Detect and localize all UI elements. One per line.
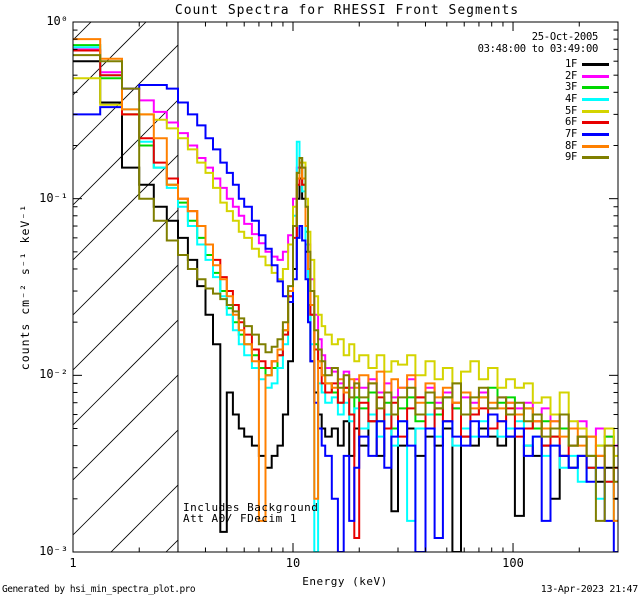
spectrum-6F: [73, 49, 618, 539]
x-tick-label: 1: [69, 556, 77, 570]
spectra-series-group: [73, 38, 618, 552]
legend-label-6F: 6F: [564, 116, 577, 129]
legend-label-3F: 3F: [564, 81, 577, 94]
legend-swatch-8F: [582, 144, 609, 148]
spectrum-5F: [73, 77, 618, 457]
spectrum-1F: [73, 60, 618, 552]
legend-swatch-6F: [582, 121, 609, 125]
legend-label-2F: 2F: [564, 69, 577, 82]
axis-ticks: [72, 21, 618, 553]
plot-frame: [72, 21, 619, 553]
legend-swatch-3F: [582, 86, 609, 90]
y-tick-label: 10⁰: [46, 14, 68, 28]
y-tick-label: 10⁻³: [39, 544, 68, 558]
hatched-low-energy-region: [73, 22, 178, 552]
x-tick-label: 10: [285, 556, 301, 570]
spectrum-7F: [73, 84, 618, 552]
legend-swatch-9F: [582, 156, 609, 160]
footer-generator-text: Generated by hsi_min_spectra_plot.pro: [2, 584, 196, 595]
observation-time-range: 03:48:00 to 03:49:00: [477, 43, 599, 55]
legend-label-8F: 8F: [564, 139, 577, 152]
observation-date: 25-Oct-2005: [531, 31, 599, 43]
legend-label-7F: 7F: [564, 127, 577, 140]
legend-swatch-7F: [582, 132, 609, 136]
legend-label-1F: 1F: [564, 58, 577, 70]
spectrum-4F: [73, 46, 618, 552]
x-axis-title: Energy (keV): [302, 575, 388, 588]
spectrum-9F: [73, 54, 618, 522]
legend-swatch-5F: [582, 109, 609, 113]
y-tick-label: 10⁻¹: [39, 190, 68, 205]
footer-datetime: 13-Apr-2023 21:47: [540, 584, 639, 595]
x-tick-label: 100: [502, 556, 524, 570]
legend-label-4F: 4F: [564, 92, 577, 105]
y-axis-title: counts cm⁻² s⁻¹ keV⁻¹: [18, 203, 32, 371]
legend-swatch-4F: [582, 97, 609, 101]
legend-label-9F: 9F: [564, 151, 577, 164]
annotation-includes-background: Includes Background: [183, 501, 319, 514]
legend-label-5F: 5F: [564, 104, 577, 117]
legend-swatch-2F: [582, 74, 609, 78]
spectrum-8F: [73, 38, 618, 522]
y-tick-label: 10⁻²: [39, 367, 68, 382]
spectrum-2F: [73, 48, 618, 447]
legend-swatch-1F: [582, 63, 609, 66]
annotation-attenuator-decimation: Att A0/ FDecim 1: [183, 512, 297, 525]
chart-title: Count Spectra for RHESSI Front Segments: [174, 3, 520, 18]
